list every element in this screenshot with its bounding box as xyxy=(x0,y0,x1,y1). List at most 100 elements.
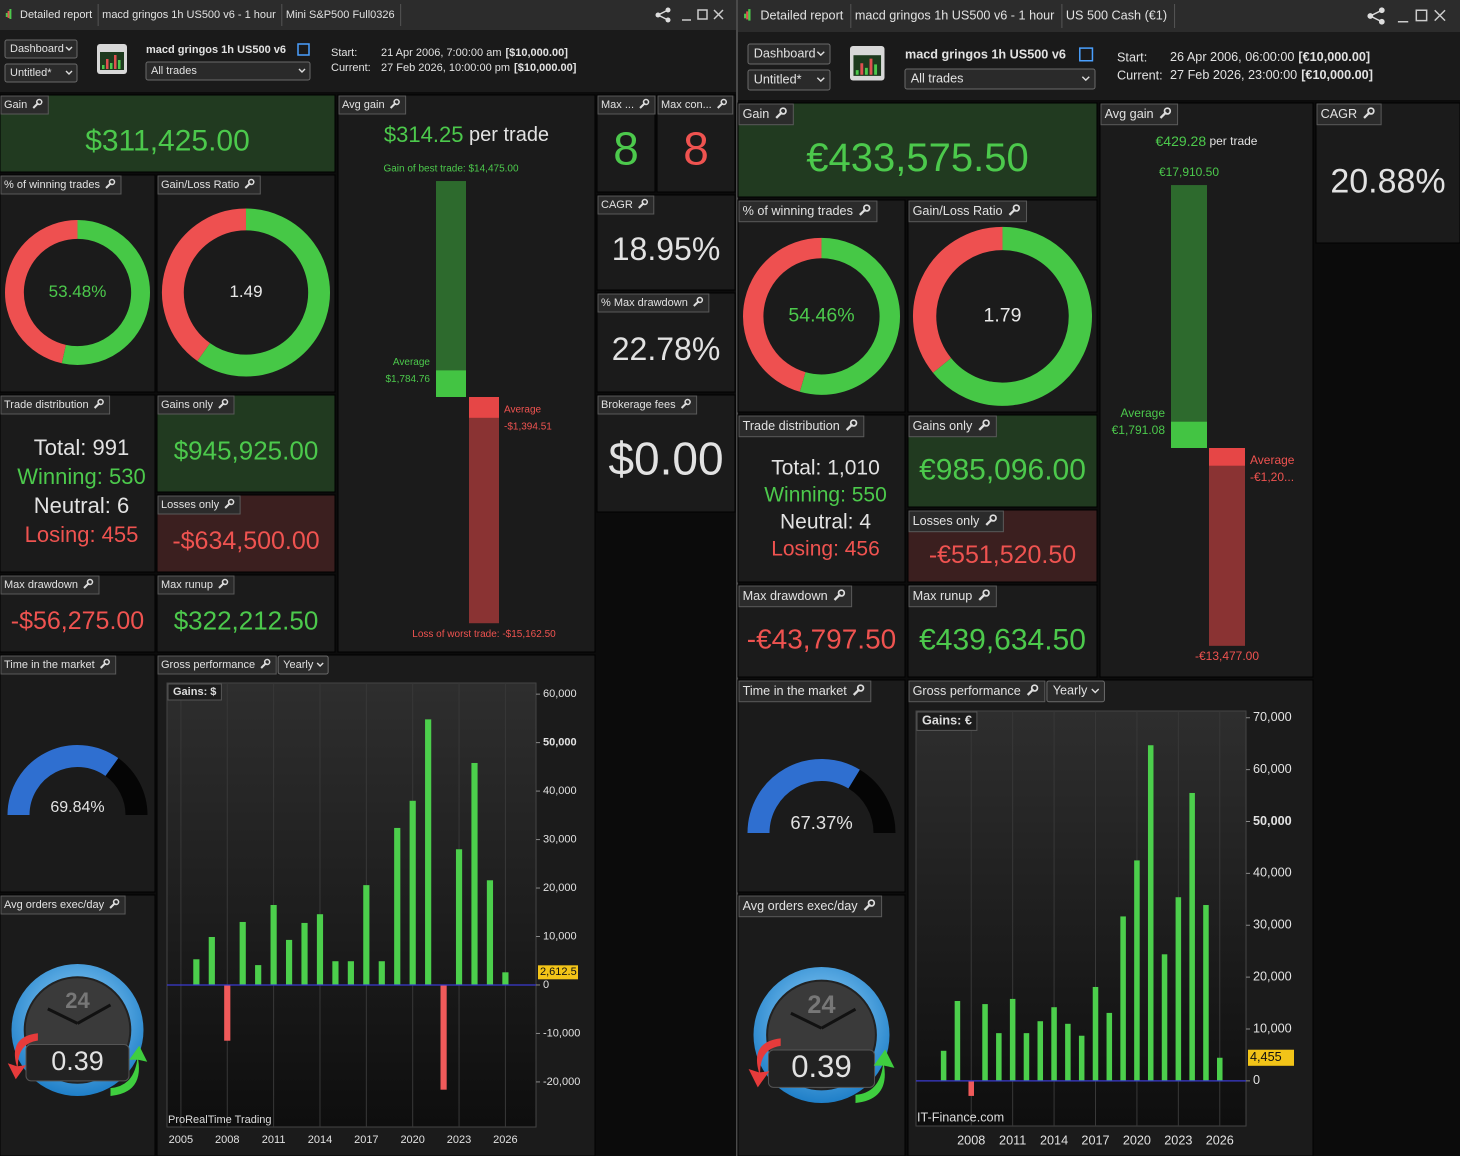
dropdown[interactable] xyxy=(747,69,831,91)
avg-win-title: Average xyxy=(393,357,431,368)
donut-positive xyxy=(932,226,1092,406)
close-icon[interactable] xyxy=(1434,9,1446,22)
window-tab[interactable]: macd gringos 1h US500 v6 - 1 hour xyxy=(102,9,276,21)
y-tick-label: 10,000 xyxy=(1253,1021,1292,1035)
bar xyxy=(996,1033,1002,1081)
title-bar xyxy=(738,0,1460,32)
bar xyxy=(239,921,246,985)
gauge-label: 67.37% xyxy=(790,812,852,833)
bar xyxy=(1203,905,1209,1081)
avg-gain-amount: $314.25 xyxy=(384,122,464,147)
dropdown[interactable] xyxy=(4,63,78,83)
app-icon xyxy=(5,13,8,17)
wrench-icon xyxy=(989,514,997,522)
worst-trade-label: -€13,477.00 xyxy=(1195,649,1259,663)
strategy-icon xyxy=(102,65,105,69)
window-tab[interactable]: US 500 Cash (€1) xyxy=(1066,8,1167,22)
losses-only-value: -€551,520.50 xyxy=(929,541,1076,569)
bar xyxy=(982,1004,988,1081)
bar xyxy=(1051,1007,1057,1081)
tile-title-box xyxy=(157,655,277,675)
avg-gain-value: €429.28 per trade xyxy=(1156,133,1258,149)
dropdown[interactable] xyxy=(277,655,329,675)
x-tick-label: 2011 xyxy=(262,1134,286,1146)
tile-title: Time in the market xyxy=(743,684,848,698)
bar xyxy=(1175,897,1182,1081)
tile-title-box xyxy=(0,575,100,595)
maximize-icon[interactable] xyxy=(1415,9,1428,22)
dropdown-label[interactable]: Yearly xyxy=(283,659,314,671)
dropdown-label[interactable]: All trades xyxy=(151,65,197,77)
strategy-name: macd gringos 1h US500 v6 xyxy=(905,47,1066,61)
share-icon xyxy=(665,7,671,13)
wrench-icon xyxy=(684,398,691,406)
dropdown-arrow xyxy=(816,51,825,57)
fees-value: $0.00 xyxy=(608,433,723,485)
avg-loss-title: Average xyxy=(504,405,542,416)
gauge-label: 69.84% xyxy=(50,799,104,816)
gauge-filled xyxy=(7,745,119,816)
period-value: 27 Feb 2026, 10:00:00 pm [$10,000.00] xyxy=(381,62,577,74)
x-tick-label: 2020 xyxy=(1123,1133,1151,1147)
y-tick-label: 60,000 xyxy=(543,688,577,700)
wrench-icon xyxy=(221,398,229,406)
dropdown[interactable] xyxy=(904,68,1096,90)
bar xyxy=(1106,1012,1113,1081)
tile xyxy=(737,414,906,583)
edit-icon[interactable] xyxy=(297,43,310,56)
dropdown-label[interactable]: Untitled* xyxy=(754,72,802,86)
tile-title: Brokerage fees xyxy=(601,399,676,411)
tile-title: Gross performance xyxy=(913,684,1021,698)
tile-title-box xyxy=(157,175,261,195)
share-icon xyxy=(1378,7,1385,14)
last-value-box xyxy=(1248,1049,1294,1066)
dropdown-label[interactable]: Yearly xyxy=(1053,684,1088,698)
avg-gain-amount: €429.28 xyxy=(1156,133,1207,149)
tile-title: Gain xyxy=(743,107,770,121)
wrench-icon xyxy=(393,98,400,106)
dropdown[interactable] xyxy=(1046,680,1105,703)
dropdown-arrow xyxy=(65,70,73,75)
x-tick-label: 2026 xyxy=(1206,1133,1234,1147)
y-tick-label: 40,000 xyxy=(543,785,577,797)
window-tab[interactable]: Detailed report xyxy=(760,8,843,22)
tile-title: % of winning trades xyxy=(743,204,853,218)
distribution-losing: Losing: 456 xyxy=(771,538,880,561)
dropdown[interactable] xyxy=(4,39,78,59)
donut-label: 1.49 xyxy=(229,282,262,301)
dropdown-label[interactable]: Untitled* xyxy=(10,67,52,79)
chart-label: Gains: € xyxy=(922,714,972,728)
avg-gain-value: $314.25 per trade xyxy=(384,122,549,147)
period-date: 27 Feb 2026, 10:00:00 pm xyxy=(381,62,510,74)
dropdown[interactable] xyxy=(747,43,831,65)
dropdown-arrow xyxy=(316,662,324,667)
tile-title: Max runup xyxy=(161,579,213,591)
close-icon[interactable] xyxy=(713,9,724,20)
y-tick-label: 60,000 xyxy=(1253,762,1292,776)
maximize-icon[interactable] xyxy=(697,9,708,20)
edit-icon[interactable] xyxy=(1079,47,1094,62)
bar xyxy=(968,1080,974,1096)
dropdown-label[interactable]: Dashboard xyxy=(10,43,64,55)
worst-trade-bar xyxy=(469,397,499,624)
avg-loss-bar xyxy=(469,397,499,418)
x-tick-label: 2008 xyxy=(957,1133,985,1147)
dropdown[interactable] xyxy=(145,61,311,81)
wrench-icon xyxy=(97,398,104,406)
period-value: 26 Apr 2006, 06:00:00 [€10,000.00] xyxy=(1170,50,1370,64)
tile-title-box xyxy=(597,395,698,415)
tile-title: Gain/Loss Ratio xyxy=(913,204,1003,218)
window-tab[interactable]: macd gringos 1h US500 v6 - 1 hour xyxy=(855,8,1055,22)
window-tab[interactable]: Detailed report xyxy=(20,9,92,21)
share-icon xyxy=(1367,13,1374,19)
window-tab[interactable]: Mini S&P500 Full0326 xyxy=(286,9,395,21)
donut-positive xyxy=(61,220,150,365)
dropdown-label[interactable]: Dashboard xyxy=(754,46,816,60)
x-tick-label: 2017 xyxy=(1081,1133,1109,1147)
dropdown-label[interactable]: All trades xyxy=(911,71,964,85)
y-tick-label: -10,000 xyxy=(543,1027,580,1039)
strategy-icon xyxy=(855,70,859,75)
gain-value: $311,425.00 xyxy=(85,124,250,157)
tile-title-box xyxy=(738,103,794,126)
tile-title: Losses only xyxy=(161,499,220,511)
